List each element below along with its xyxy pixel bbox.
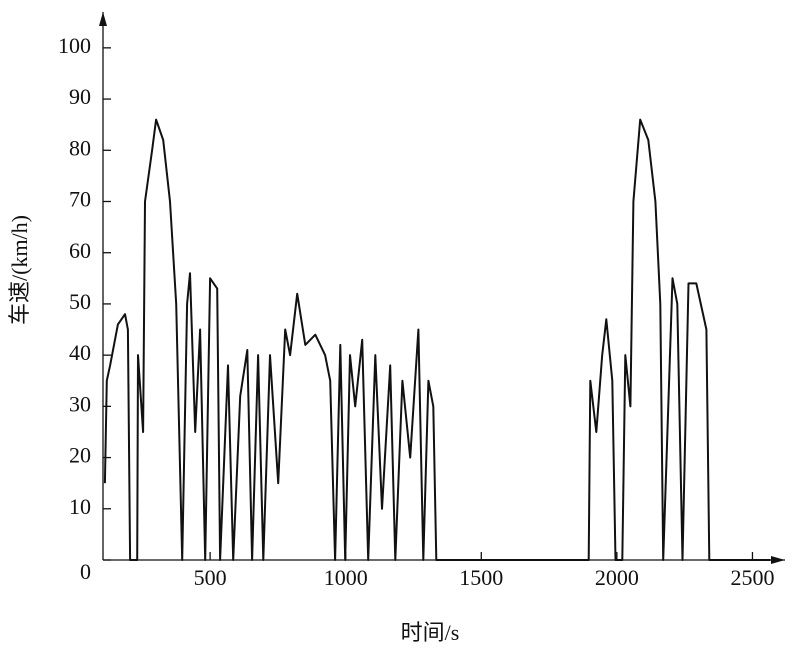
x-axis-arrow xyxy=(771,556,785,564)
y-tick-label: 30 xyxy=(69,391,91,416)
y-tick-label: 80 xyxy=(69,135,91,160)
speed-line xyxy=(103,118,771,561)
y-tick-label: 60 xyxy=(69,238,91,263)
y-tick-label: 0 xyxy=(80,559,91,584)
x-tick-label: 2500 xyxy=(730,565,774,590)
y-tick-label: 10 xyxy=(69,494,91,519)
x-tick-label: 1500 xyxy=(459,565,503,590)
y-tick-label: 40 xyxy=(69,340,91,365)
y-axis-arrow xyxy=(99,12,107,26)
y-tick-label: 100 xyxy=(58,33,91,58)
y-axis-title: 车速/(km/h) xyxy=(7,215,32,325)
y-tick-label: 90 xyxy=(69,84,91,109)
x-tick-label: 2000 xyxy=(595,565,639,590)
y-tick-label: 70 xyxy=(69,187,91,212)
x-tick-label: 500 xyxy=(194,565,227,590)
x-axis-title: 时间/s xyxy=(401,620,460,645)
y-tick-label: 20 xyxy=(69,443,91,468)
x-tick-label: 1000 xyxy=(324,565,368,590)
y-tick-label: 50 xyxy=(69,289,91,314)
